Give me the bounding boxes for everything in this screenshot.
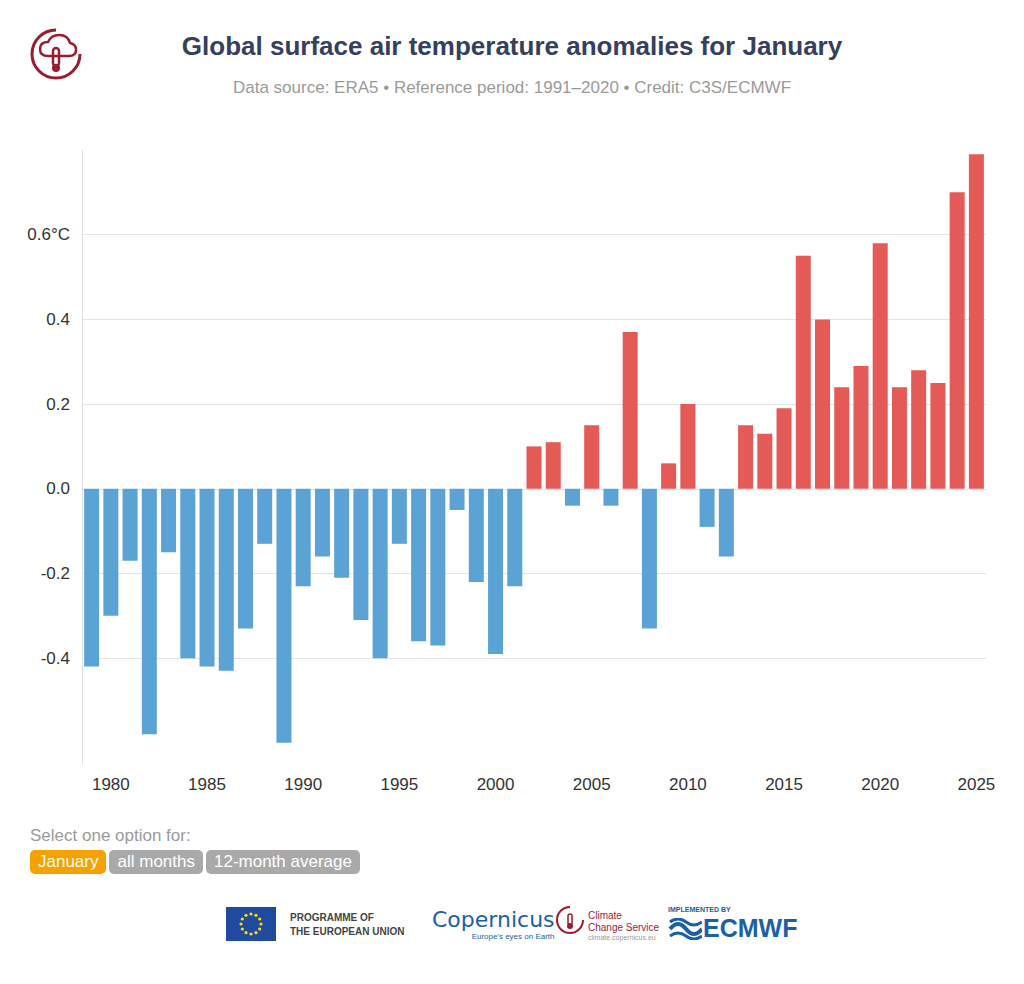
html-text:Select one option for:: Select one option for:: [30, 826, 191, 845]
html-text:all months: all months: [117, 852, 195, 871]
html-text:ECMWF: ECMWF: [703, 914, 798, 942]
svg-text:2020: 2020: [861, 775, 899, 794]
html-text:THE EUROPEAN UNION: THE EUROPEAN UNION: [290, 926, 405, 937]
svg-text:-0.4: -0.4: [41, 649, 70, 668]
svg-text:2000: 2000: [477, 775, 515, 794]
html-text:Change Service: Change Service: [588, 922, 660, 933]
svg-text:-0.2: -0.2: [41, 564, 70, 583]
svg-text:1985: 1985: [188, 775, 226, 794]
svg-text:1990: 1990: [284, 775, 322, 794]
svg-text:2005: 2005: [573, 775, 611, 794]
html-text:Europe's eyes on Earth: Europe's eyes on Earth: [471, 932, 555, 941]
html-text:12-month average: 12-month average: [214, 852, 352, 871]
html-text:Copernicus: Copernicus: [432, 907, 555, 932]
svg-text:2015: 2015: [765, 775, 803, 794]
svg-text:0.4: 0.4: [46, 310, 70, 329]
svg-text:0.6°C: 0.6°C: [27, 225, 70, 244]
html-text:January: January: [38, 852, 99, 871]
svg-text:Data source: ERA5 • Reference: Data source: ERA5 • Reference period: 19…: [233, 78, 791, 97]
html-text:climate.copernicus.eu: climate.copernicus.eu: [588, 934, 656, 941]
svg-text:0.0: 0.0: [46, 479, 70, 498]
html-text:Climate: Climate: [588, 910, 622, 921]
html-text:PROGRAMME OF: PROGRAMME OF: [290, 912, 374, 923]
svg-text:1980: 1980: [92, 775, 130, 794]
svg-text:0.2: 0.2: [46, 395, 70, 414]
svg-text:Global surface air temperature: Global surface air temperature anomalies…: [182, 31, 843, 61]
svg-text:2010: 2010: [669, 775, 707, 794]
html-text:IMPLEMENTED BY: IMPLEMENTED BY: [668, 906, 731, 913]
svg-text:2025: 2025: [957, 775, 995, 794]
svg-text:1995: 1995: [380, 775, 418, 794]
